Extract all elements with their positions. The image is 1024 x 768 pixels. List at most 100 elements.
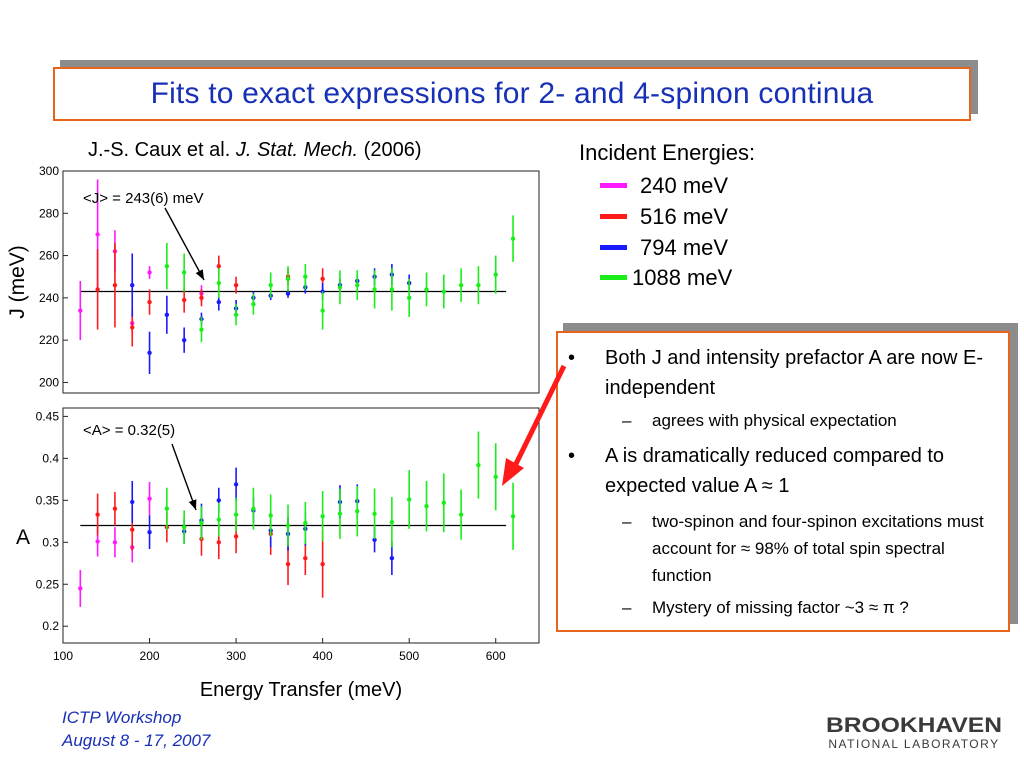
- y-tick-label: 200: [39, 375, 59, 389]
- x-tick-label: 400: [313, 649, 333, 663]
- y-tick-label: 0.3: [42, 535, 59, 549]
- citation-journal: J. Stat. Mech.: [235, 139, 359, 161]
- data-point: [389, 519, 395, 525]
- y-tick-label: 0.4: [42, 451, 59, 465]
- data-point: [337, 511, 343, 516]
- data-point: [268, 513, 273, 518]
- data-point: [216, 299, 221, 305]
- data-point: [476, 462, 481, 468]
- plot-frame: [62, 170, 540, 394]
- legend-item-794: 794 meV: [596, 235, 816, 265]
- pointer-arrow: [502, 364, 567, 486]
- data-point: [164, 312, 170, 317]
- legend-swatch: [600, 183, 627, 188]
- footer-dates: August 8 - 17, 2007: [62, 731, 211, 750]
- annotation-arrow: [164, 207, 205, 281]
- pointer-arrow-line: [509, 364, 567, 474]
- data-point: [216, 263, 221, 269]
- data-point: [320, 276, 325, 282]
- data-point: [95, 287, 100, 292]
- y-tick-label: 0.35: [36, 493, 60, 507]
- data-point: [424, 287, 429, 292]
- slide-title: Fits to exact expressions for 2- and 4-s…: [150, 77, 874, 110]
- data-point: [78, 308, 83, 313]
- data-point: [164, 263, 170, 269]
- data-point: [389, 287, 395, 292]
- data-point: [441, 500, 446, 506]
- data-point: [285, 291, 291, 296]
- data-point: [164, 506, 170, 511]
- data-point: [285, 523, 291, 528]
- title-box: Fits to exact expressions for 2- and 4-s…: [53, 67, 971, 121]
- y-axis-label: A: [16, 526, 30, 549]
- data-point: [95, 512, 100, 517]
- legend-swatch: [600, 245, 627, 250]
- citation-year: (2006): [363, 139, 422, 161]
- data-point: [181, 297, 187, 303]
- data-point: [216, 280, 221, 286]
- x-tick-label: 300: [226, 649, 246, 663]
- data-point: [320, 561, 325, 567]
- data-point: [78, 586, 83, 591]
- logo-bottom-text: NATIONAL LABORATORY: [828, 737, 999, 751]
- data-point: [372, 537, 377, 542]
- legend-label: 794 meV: [640, 235, 729, 260]
- annotation-arrow: [171, 443, 197, 511]
- fit-annotation: <J> = 243(6) meV: [83, 190, 203, 207]
- bullet-text: Both J and intensity prefactor A are now…: [605, 347, 983, 399]
- sub-bullet-marker: –: [622, 411, 632, 430]
- sub-bullet-text: Mystery of missing factor ~3 ≈ π ?: [652, 598, 909, 617]
- logo-top-text: BROOKHAVEN: [826, 714, 1002, 737]
- data-point: [355, 282, 360, 288]
- data-point: [181, 524, 187, 530]
- pointer-arrow-head: [502, 458, 524, 486]
- data-point: [372, 511, 377, 516]
- chart-svg: 200 220 240 260 280 300 <J> = 243(6) meV J (meV…: [6, 164, 540, 701]
- data-point: [337, 285, 343, 290]
- bullet-marker: •: [568, 445, 576, 467]
- data-point: [233, 312, 239, 317]
- sub-bullet-marker: –: [622, 512, 632, 531]
- legend-item-1088: 1088 meV: [596, 265, 816, 295]
- data-point: [147, 270, 152, 275]
- annotation-arrowhead: [195, 269, 204, 280]
- data-point: [95, 232, 100, 237]
- data-point: [406, 295, 412, 301]
- brookhaven-logo: BROOKHAVEN NATIONAL LABORATORY: [826, 714, 1002, 751]
- y-tick-label: 300: [39, 164, 59, 178]
- j-chart: 200 220 240 260 280 300 <J> = 243(6) meV J (meV…: [6, 164, 540, 394]
- data-point: [510, 514, 516, 519]
- data-point: [303, 520, 308, 526]
- data-point: [216, 540, 221, 545]
- sub-bullet-text: two-spinon and four-spinon excitations m…: [652, 512, 984, 585]
- data-point: [441, 289, 446, 294]
- data-point: [320, 514, 325, 519]
- sub-bullet-text: agrees with physical expectation: [652, 411, 897, 430]
- data-point: [199, 327, 204, 332]
- y-tick-label: 240: [39, 291, 59, 305]
- sub-bullet-marker: –: [622, 598, 632, 617]
- data-point: [406, 497, 412, 502]
- legend-item-516: 516 meV: [596, 204, 816, 234]
- data-point: [147, 530, 152, 535]
- legend-swatch: [600, 214, 627, 219]
- data-point: [493, 474, 498, 480]
- data-point: [476, 282, 481, 288]
- data-point: [233, 512, 239, 517]
- data-point: [389, 556, 395, 561]
- y-tick-label: 0.2: [42, 619, 59, 633]
- legend-label: 240 meV: [640, 173, 729, 198]
- data-point: [458, 512, 464, 517]
- x-tick-label: 100: [53, 649, 73, 663]
- data-point: [147, 350, 152, 356]
- data-point: [233, 482, 239, 487]
- data-point: [130, 325, 135, 330]
- data-point: [216, 517, 221, 522]
- bullet-text: A is dramatically reduced compared to ex…: [605, 445, 945, 497]
- data-point: [95, 539, 100, 544]
- bullet-box: • Both J and intensity prefactor A are n…: [556, 331, 1010, 632]
- legend-label: 516 meV: [640, 204, 729, 229]
- data-point: [216, 498, 221, 503]
- data-point: [355, 509, 360, 514]
- data-point: [112, 540, 118, 545]
